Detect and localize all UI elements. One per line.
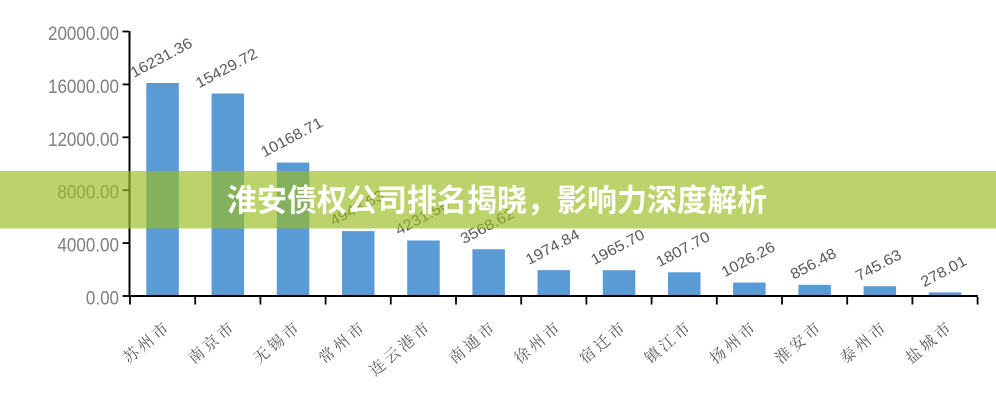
svg-text:4000.00: 4000.00 [57,235,119,257]
svg-text:0.00: 0.00 [86,288,119,310]
svg-text:16000.00: 16000.00 [48,76,119,98]
svg-text:20000.00: 20000.00 [48,23,119,45]
svg-text:12000.00: 12000.00 [48,129,119,151]
